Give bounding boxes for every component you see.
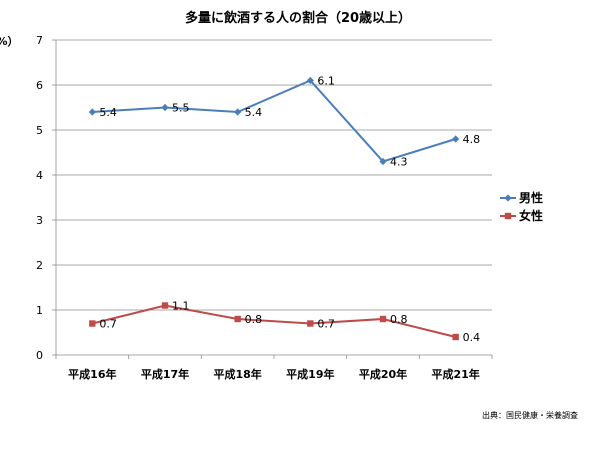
data-point — [161, 103, 169, 112]
x-tick-label: 平成19年 — [286, 367, 334, 381]
x-tick-label: 平成21年 — [432, 367, 480, 381]
y-axis-unit: （%） — [0, 35, 19, 48]
data-label: 0.8 — [390, 313, 408, 326]
series-group: 5.4 5.5 5.4 6.1 4.3 4.8 0.7 1.1 0.8 0.7 0.8 0.4 — [88, 75, 481, 344]
x-tick-label: 平成16年 — [68, 367, 116, 381]
legend-label: 男性 — [519, 190, 543, 205]
legend-label: 女性 — [519, 208, 543, 223]
chart-title: 多量に飲酒する人の割合（20歳以上） — [185, 10, 411, 26]
data-point — [307, 320, 314, 327]
y-tick-label: 2 — [36, 259, 43, 272]
source-note: 出典：国民健康・栄養調査 — [482, 410, 578, 420]
data-point — [89, 320, 96, 327]
series-line — [92, 79, 456, 163]
data-label: 5.4 — [245, 106, 263, 119]
data-label: 0.7 — [99, 318, 117, 331]
y-tick-label: 6 — [36, 79, 43, 92]
legend-item-male: 男性 — [500, 190, 543, 205]
data-label: 0.8 — [245, 313, 263, 326]
data-label: 0.4 — [463, 331, 481, 344]
legend-marker — [504, 212, 512, 220]
data-point — [88, 108, 96, 116]
data-point — [234, 108, 242, 116]
data-point — [379, 315, 387, 323]
legend-marker — [504, 194, 512, 202]
y-tick-label: 7 — [36, 34, 43, 47]
series-line — [92, 304, 456, 338]
data-point — [234, 315, 241, 323]
data-label: 4.3 — [390, 156, 408, 169]
data-label: 5.5 — [172, 102, 190, 115]
gridlines — [56, 39, 492, 311]
data-point — [452, 333, 459, 341]
y-tick-label: 1 — [36, 304, 43, 317]
data-point — [452, 135, 460, 143]
series-male: 5.4 5.5 5.4 6.1 4.3 4.8 — [88, 75, 481, 169]
data-point — [306, 76, 314, 85]
axes — [52, 39, 493, 359]
legend-item-female: 女性 — [500, 208, 543, 223]
x-tick-label: 平成18年 — [214, 367, 262, 381]
y-axis-ticks: 0 1 2 3 4 5 6 7 — [36, 34, 43, 362]
data-label: 1.1 — [172, 300, 190, 313]
x-axis-ticks: 平成16年 平成17年 平成18年 平成19年 平成20年 平成21年 — [68, 367, 480, 381]
y-tick-label: 5 — [36, 124, 43, 137]
x-tick-label: 平成20年 — [359, 367, 407, 381]
data-point — [379, 157, 387, 166]
x-tick-label: 平成17年 — [141, 367, 189, 381]
data-label: 5.4 — [99, 106, 117, 119]
data-point — [161, 302, 169, 309]
y-tick-label: 3 — [36, 214, 43, 227]
series-female: 0.7 1.1 0.8 0.7 0.8 0.4 — [89, 300, 481, 344]
y-tick-label: 4 — [36, 169, 43, 182]
data-label: 4.8 — [463, 133, 481, 146]
y-tick-label: 0 — [36, 349, 43, 362]
data-label: 0.7 — [317, 318, 335, 331]
data-label: 6.1 — [317, 75, 335, 88]
